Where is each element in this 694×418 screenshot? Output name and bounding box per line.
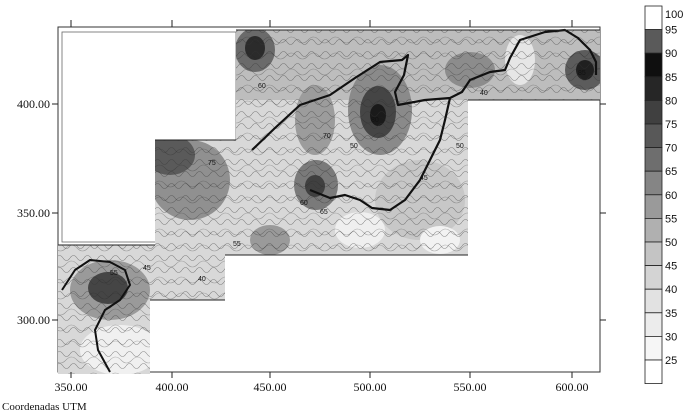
contour-label: 45: [420, 175, 428, 182]
legend-label: 30: [665, 331, 677, 343]
contour-label: 60: [300, 200, 308, 207]
contour-label: 85: [578, 70, 586, 77]
legend-label: 90: [665, 48, 677, 60]
legend-colorbar: 100 95 90 85 80 75 70 65 60 55 50 45 40 35 30 25: [644, 5, 683, 385]
legend-label: 50: [665, 237, 677, 249]
contour-label: 55: [110, 270, 118, 277]
x-tick-label: 600.00: [556, 380, 589, 394]
legend-label: 35: [665, 308, 677, 320]
legend-swatch: [644, 288, 663, 314]
legend-label: 80: [665, 95, 677, 107]
legend-label: 65: [665, 166, 677, 178]
legend-swatch: [644, 147, 663, 172]
y-tick-label: 400.00: [17, 97, 50, 111]
contour-label: 75: [208, 160, 216, 167]
legend-swatch: [644, 123, 663, 149]
y-tick-labels: 400.00 350.00 300.00: [17, 97, 50, 327]
legend-swatch: [644, 217, 663, 243]
contour-label: 40: [198, 276, 206, 283]
x-tick-label: 400.00: [156, 380, 189, 394]
contour-label: 70: [323, 133, 331, 140]
x-tick-labels: 350.00 400.00 450.00 500.00 550.00 600.0…: [55, 380, 589, 394]
legend-label: 100: [665, 9, 683, 21]
y-tick-label: 350.00: [17, 206, 50, 220]
axis-ticks: [52, 20, 606, 378]
legend-label: 95: [665, 25, 677, 37]
legend-label: 60: [665, 190, 677, 202]
legend-swatch: [644, 241, 663, 267]
legend-swatch: [644, 194, 663, 219]
legend-swatch: [644, 52, 663, 78]
legend-label: 40: [665, 284, 677, 296]
legend-swatch: [644, 100, 663, 125]
legend-swatch: [644, 5, 663, 31]
legend-label: 75: [665, 119, 677, 131]
legend-label: 85: [665, 72, 677, 84]
zigzag-edges: [58, 29, 600, 301]
legend-label: 45: [665, 261, 677, 273]
x-tick-label: 450.00: [254, 380, 287, 394]
axis-caption: Coordenadas UTM: [2, 401, 87, 413]
legend-swatch: [644, 312, 663, 337]
contour-labels: 60 70 75 65 55 40 45 50 80 85 40 45 50 5…: [110, 70, 586, 283]
legend-swatch: [644, 76, 663, 101]
contour-label: 40: [480, 90, 488, 97]
y-tick-label: 300.00: [17, 313, 50, 327]
x-tick-label: 500.00: [354, 380, 387, 394]
legend-swatch: [644, 265, 663, 290]
contour-label: 55: [233, 241, 241, 248]
legend-swatch: [644, 29, 663, 54]
contour-label: 65: [320, 209, 328, 216]
legend-swatch: [644, 359, 663, 385]
contour-label: 80: [371, 117, 379, 124]
contour-label: 50: [350, 143, 358, 150]
x-tick-label: 350.00: [55, 380, 88, 394]
contour-label: 45: [143, 265, 151, 272]
legend-swatch: [644, 335, 663, 361]
legend-label: 70: [665, 143, 677, 155]
legend-swatch: [644, 170, 663, 196]
contour-label: 50: [456, 143, 464, 150]
contour-label: 60: [258, 83, 266, 90]
x-tick-label: 550.00: [454, 380, 487, 394]
legend-label: 25: [665, 355, 677, 367]
legend-label: 55: [665, 213, 677, 225]
boundary-line-sw: [61, 259, 131, 373]
